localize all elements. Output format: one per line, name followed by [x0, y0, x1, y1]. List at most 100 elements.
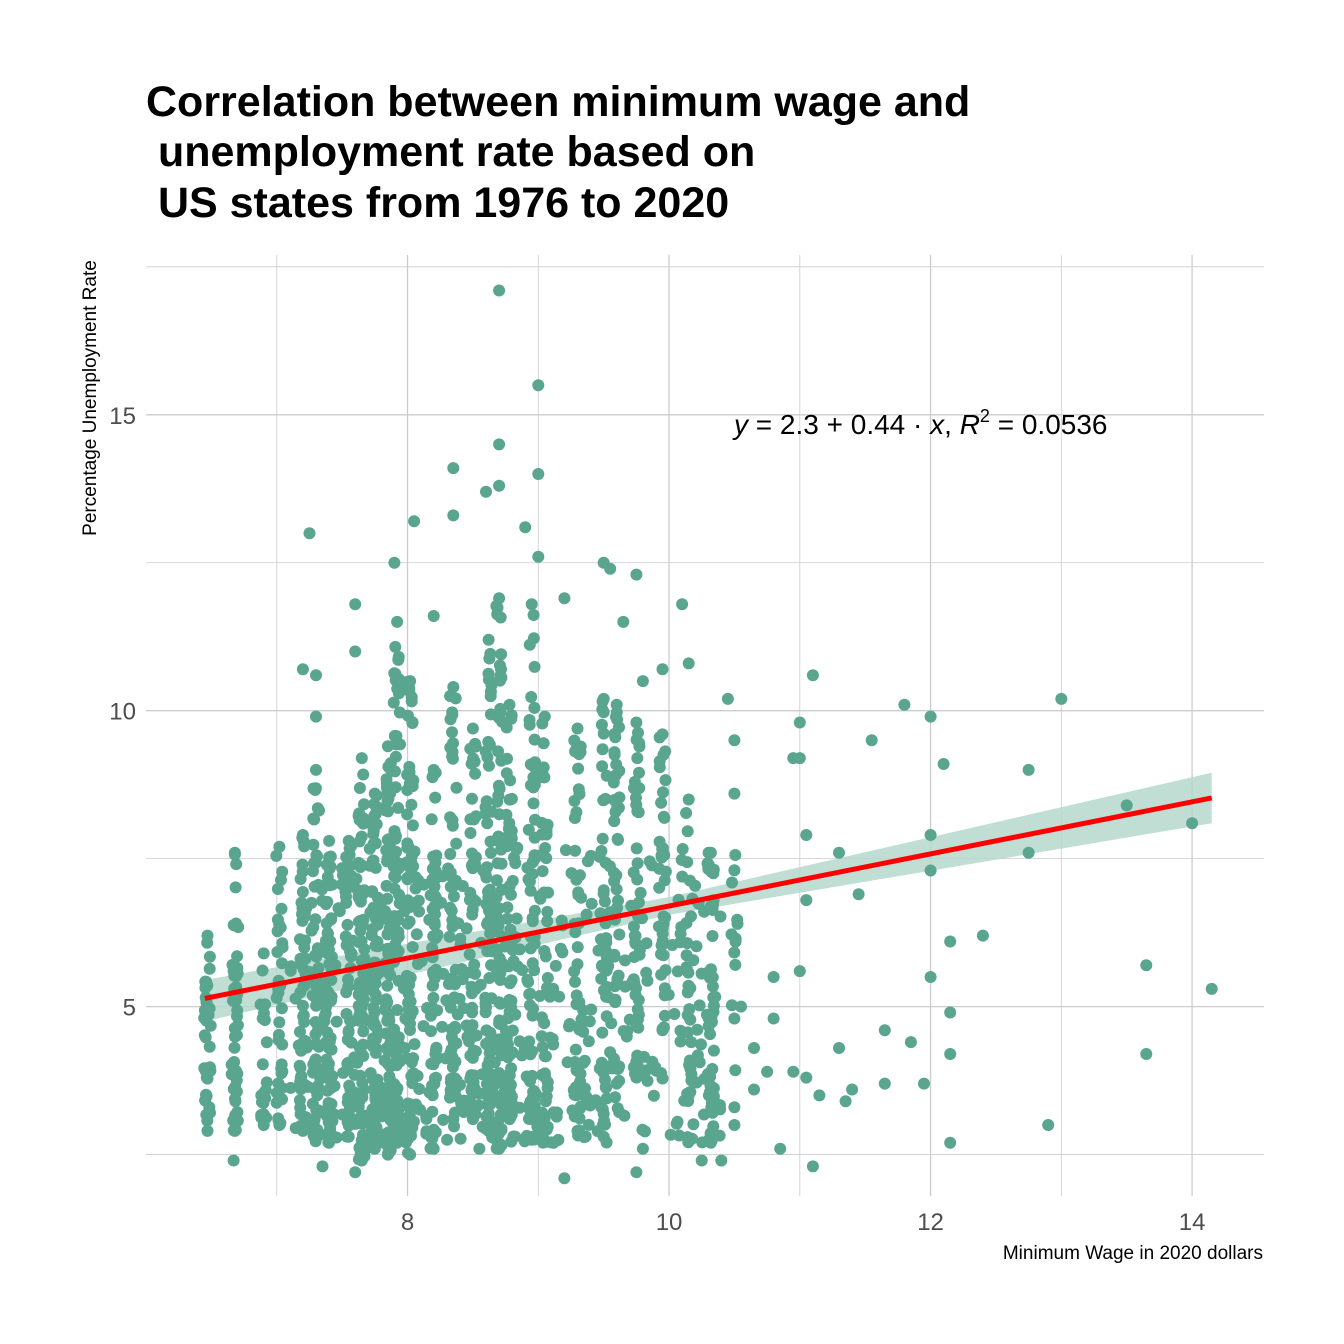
data-point	[293, 1059, 306, 1072]
data-point	[392, 801, 405, 814]
data-point	[203, 950, 216, 963]
data-point	[674, 1024, 687, 1037]
data-point	[687, 954, 700, 967]
data-point	[389, 765, 401, 778]
data-point	[301, 1041, 313, 1054]
data-point	[302, 1122, 315, 1135]
data-point	[504, 888, 517, 901]
data-point	[536, 1068, 549, 1081]
equation-body: = 2.3 + 0.44 ·	[748, 409, 930, 440]
data-point	[646, 859, 658, 872]
data-point	[480, 795, 493, 808]
data-point	[427, 763, 440, 776]
data-point	[636, 675, 649, 688]
data-point	[465, 757, 478, 770]
data-point	[608, 727, 621, 740]
data-point	[657, 786, 669, 799]
data-point	[431, 1051, 444, 1064]
regression-equation: y = 2.3 + 0.44 · x, R2 = 0.0536	[732, 406, 1108, 440]
data-point	[256, 1058, 269, 1071]
data-point	[878, 1024, 891, 1037]
data-point	[633, 943, 646, 956]
data-point	[355, 830, 368, 843]
regression-line-group	[204, 795, 1213, 1001]
data-point	[388, 1078, 401, 1091]
data-point	[558, 1172, 571, 1185]
data-point	[228, 1022, 241, 1035]
data-point	[489, 1120, 502, 1133]
equation-y: y	[732, 409, 750, 440]
data-point	[706, 980, 719, 993]
data-point	[674, 927, 687, 940]
data-point	[608, 815, 621, 828]
data-point	[509, 1130, 522, 1143]
data-point	[597, 692, 610, 705]
data-point	[484, 1026, 497, 1039]
data-point	[389, 730, 402, 743]
data-point	[526, 912, 539, 925]
data-point	[407, 1115, 420, 1128]
data-point	[409, 1098, 422, 1111]
data-point	[370, 994, 382, 1007]
data-point	[430, 849, 443, 862]
data-point	[524, 779, 537, 792]
data-point	[878, 1077, 891, 1090]
data-point	[393, 888, 405, 901]
data-point	[597, 1107, 610, 1120]
data-point	[442, 978, 455, 990]
data-point	[729, 849, 742, 861]
data-point	[689, 879, 702, 892]
data-point	[466, 1113, 479, 1126]
data-point	[490, 891, 503, 904]
data-point	[465, 1084, 478, 1097]
data-point	[735, 1000, 747, 1013]
data-point	[572, 783, 585, 796]
data-point	[325, 992, 338, 1005]
data-point	[535, 1011, 548, 1024]
data-point	[538, 710, 551, 723]
data-point	[474, 978, 487, 991]
data-point	[376, 894, 389, 907]
data-point	[604, 1046, 617, 1059]
data-point	[225, 1058, 238, 1071]
data-point	[198, 1029, 211, 1042]
data-point	[1055, 692, 1068, 705]
data-point	[563, 1018, 576, 1030]
data-point	[607, 776, 620, 789]
data-point	[441, 1133, 454, 1146]
data-point	[523, 875, 536, 888]
data-point	[493, 1042, 505, 1055]
data-point	[583, 1015, 596, 1028]
data-point	[522, 976, 535, 988]
data-point	[656, 728, 669, 741]
data-point	[413, 1083, 426, 1095]
data-point	[405, 691, 418, 704]
data-point	[976, 929, 989, 942]
data-point	[228, 1041, 241, 1054]
data-point	[680, 807, 693, 819]
data-point	[366, 816, 379, 829]
data-point	[547, 1136, 560, 1149]
data-point	[524, 884, 537, 897]
data-point	[410, 928, 423, 941]
data-point	[295, 958, 308, 971]
data-point	[442, 862, 455, 875]
x-tick-label: 12	[917, 1209, 944, 1236]
data-point	[367, 854, 380, 867]
data-point	[493, 438, 506, 451]
data-point	[696, 1136, 709, 1149]
y-tick-label: 10	[109, 699, 136, 726]
data-point	[490, 874, 503, 887]
data-point	[593, 1062, 606, 1075]
data-point	[483, 972, 496, 984]
data-point	[707, 1044, 720, 1057]
data-point	[408, 515, 421, 528]
data-point	[674, 1035, 687, 1048]
data-point	[800, 829, 813, 841]
data-point	[608, 950, 621, 963]
data-point	[704, 846, 717, 859]
data-point	[531, 1120, 544, 1133]
data-point	[729, 1064, 742, 1077]
data-point	[639, 1125, 651, 1138]
